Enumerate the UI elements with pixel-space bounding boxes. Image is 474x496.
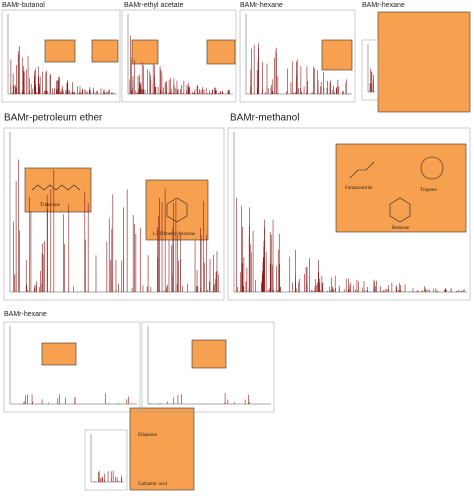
structure bbox=[31, 184, 81, 191]
compound-label: Ethanone bbox=[138, 433, 158, 438]
compound-box bbox=[129, 407, 195, 491]
compound-box bbox=[41, 342, 77, 366]
panel-title: BAMr-hexane bbox=[240, 2, 283, 9]
compound-box bbox=[206, 39, 236, 65]
compound-label: Carbamic acid bbox=[138, 482, 168, 487]
compound-box bbox=[321, 39, 353, 71]
plot-frame bbox=[3, 127, 225, 301]
plot-frame bbox=[1, 9, 121, 103]
structure bbox=[166, 197, 188, 223]
plot-frame bbox=[361, 39, 379, 101]
panel-title: BAMr-butanol bbox=[2, 2, 45, 9]
spectra bbox=[1, 9, 471, 491]
compound-label: Tropone bbox=[420, 188, 438, 193]
panel-title: BAMr-methanol bbox=[230, 113, 299, 124]
plot-frame bbox=[84, 429, 128, 491]
compound-label: 1,3-Dimethylbenzene bbox=[152, 232, 196, 237]
compound-box bbox=[131, 39, 159, 65]
compound-box bbox=[145, 179, 209, 241]
structure bbox=[420, 156, 444, 180]
panel-title: BAMr-hexane bbox=[4, 311, 47, 318]
plot-frame bbox=[121, 9, 237, 103]
plot-frame bbox=[3, 321, 141, 413]
compound-box bbox=[44, 39, 76, 63]
plot-frame bbox=[141, 321, 275, 413]
compound-label: Benzene bbox=[392, 226, 410, 231]
panel-title: BAMr-hexane bbox=[362, 2, 405, 9]
panel-title: BAMr-petroleum ether bbox=[4, 113, 103, 124]
panel-title: BAMr-ethyl acetate bbox=[124, 2, 184, 9]
compound-label: Tridecane bbox=[40, 203, 61, 208]
compound-box bbox=[91, 39, 119, 63]
structure bbox=[389, 197, 411, 223]
plot-frame bbox=[239, 9, 356, 103]
structure bbox=[349, 161, 375, 179]
compound-box bbox=[191, 339, 227, 369]
compound-box bbox=[377, 11, 471, 113]
plot-frame bbox=[227, 127, 471, 301]
compound-box bbox=[335, 143, 467, 233]
compound-label: Fumaronitrile bbox=[345, 186, 373, 191]
